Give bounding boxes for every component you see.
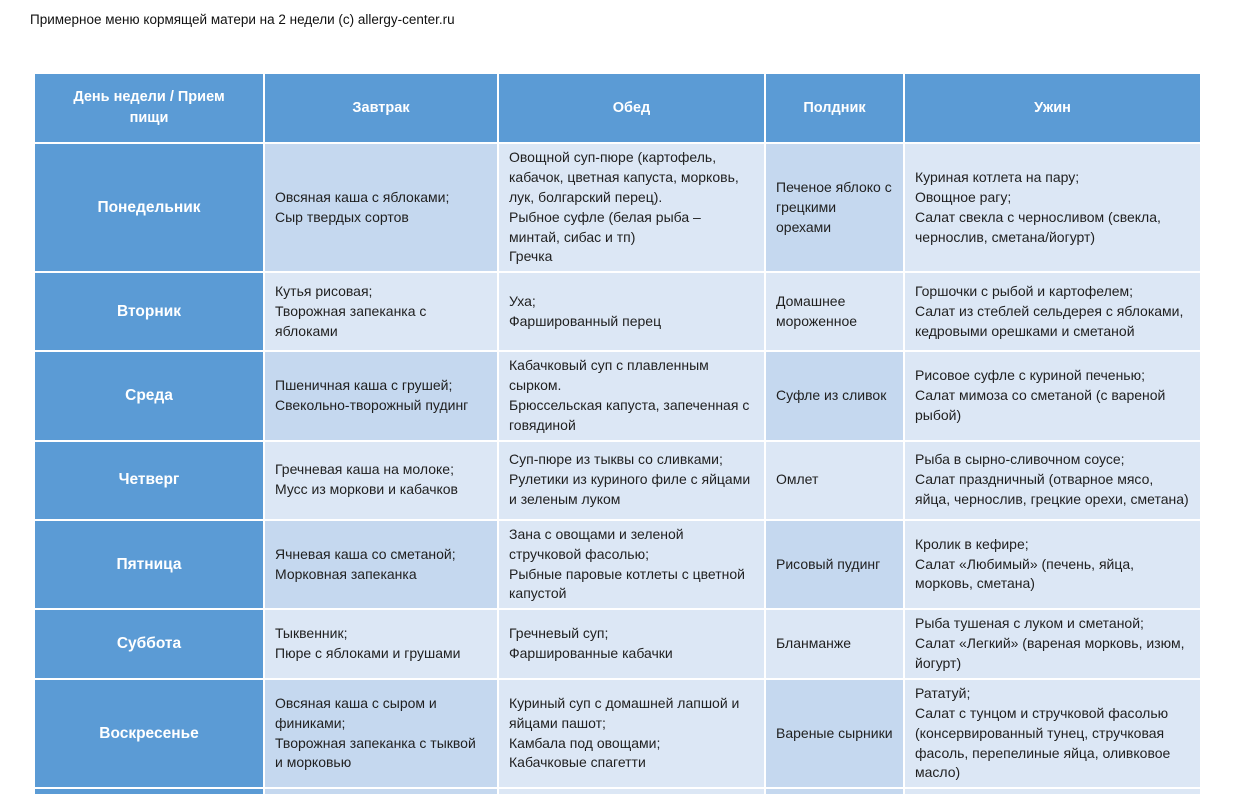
sunday-lunch-cell: Куриный суп с домашней лапшой и яйцами п…: [497, 677, 766, 790]
tuesday-breakfast-cell: Кутья рисовая; Творожная запеканка с ябл…: [263, 271, 499, 353]
header-dinner: Ужин: [903, 72, 1202, 144]
header-row: День недели / Прием пищи Завтрак Обед По…: [33, 72, 1202, 144]
partial-next-row: [33, 787, 1202, 797]
thursday-dinner-cell: Рыба в сырно-сливочном соусе; Салат праз…: [903, 439, 1202, 521]
saturday-breakfast-cell: Тыквенник; Пюре с яблоками и грушами: [263, 608, 499, 680]
header-day-meal: День недели / Прием пищи: [33, 72, 265, 144]
friday-lunch-cell: Зана с овощами и зеленой стручковой фасо…: [497, 518, 766, 611]
document-title: Примерное меню кормящей матери на 2 неде…: [30, 12, 455, 27]
tuesday-lunch-cell: Уха; Фаршированный перец: [497, 271, 766, 353]
partial-breakfast-cell: [263, 787, 499, 797]
monday-breakfast-cell: Овсяная каша с яблоками; Сыр твердых сор…: [263, 141, 499, 274]
friday-snack-cell: Рисовый пудинг: [764, 518, 905, 611]
sunday-snack-cell: Вареные сырники: [764, 677, 905, 790]
monday-lunch-cell: Овощной суп-пюре (картофель, кабачок, цв…: [497, 141, 766, 274]
thursday-snack-cell: Омлет: [764, 439, 905, 521]
header-breakfast: Завтрак: [263, 72, 499, 144]
saturday-day-cell: Суббота: [33, 608, 265, 680]
row-friday: Пятница Ячневая каша со сметаной; Морков…: [33, 518, 1202, 611]
monday-snack-cell: Печеное яблоко с грецкими орехами: [764, 141, 905, 274]
monday-dinner-cell: Куриная котлета на пару; Овощное рагу; С…: [903, 141, 1202, 274]
friday-dinner-cell: Кролик в кефире; Салат «Любимый» (печень…: [903, 518, 1202, 611]
tuesday-day-cell: Вторник: [33, 271, 265, 353]
tuesday-snack-cell: Домашнее мороженное: [764, 271, 905, 353]
partial-dinner-cell: [903, 787, 1202, 797]
wednesday-day-cell: Среда: [33, 350, 265, 442]
row-saturday: Суббота Тыквенник; Пюре с яблоками и гру…: [33, 608, 1202, 680]
header-lunch: Обед: [497, 72, 766, 144]
row-sunday: Воскресенье Овсяная каша с сыром и финик…: [33, 677, 1202, 790]
thursday-lunch-cell: Суп-пюре из тыквы со сливками; Рулетики …: [497, 439, 766, 521]
wednesday-breakfast-cell: Пшеничная каша с грушей; Свекольно-творо…: [263, 350, 499, 442]
header-snack: Полдник: [764, 72, 905, 144]
friday-day-cell: Пятница: [33, 518, 265, 611]
friday-breakfast-cell: Ячневая каша со сметаной; Морковная запе…: [263, 518, 499, 611]
sunday-day-cell: Воскресенье: [33, 677, 265, 790]
partial-lunch-cell: [497, 787, 766, 797]
row-wednesday: Среда Пшеничная каша с грушей; Свекольно…: [33, 350, 1202, 442]
partial-day-cell: [33, 787, 265, 797]
thursday-day-cell: Четверг: [33, 439, 265, 521]
row-tuesday: Вторник Кутья рисовая; Творожная запекан…: [33, 271, 1202, 353]
saturday-snack-cell: Бланманже: [764, 608, 905, 680]
saturday-dinner-cell: Рыба тушеная с луком и сметаной; Салат «…: [903, 608, 1202, 680]
saturday-lunch-cell: Гречневый суп; Фаршированные кабачки: [497, 608, 766, 680]
wednesday-dinner-cell: Рисовое суфле с куриной печенью; Салат м…: [903, 350, 1202, 442]
sunday-dinner-cell: Рататуй; Салат с тунцом и стручковой фас…: [903, 677, 1202, 790]
sunday-breakfast-cell: Овсяная каша с сыром и финиками; Творожн…: [263, 677, 499, 790]
thursday-breakfast-cell: Гречневая каша на молоке; Мусс из морков…: [263, 439, 499, 521]
row-monday: Понедельник Овсяная каша с яблоками; Сыр…: [33, 141, 1202, 274]
wednesday-lunch-cell: Кабачковый суп с плавленным сырком. Брюс…: [497, 350, 766, 442]
tuesday-dinner-cell: Горшочки с рыбой и картофелем; Салат из …: [903, 271, 1202, 353]
partial-snack-cell: [764, 787, 905, 797]
menu-table: День недели / Прием пищи Завтрак Обед По…: [33, 72, 1202, 797]
row-thursday: Четверг Гречневая каша на молоке; Мусс и…: [33, 439, 1202, 521]
wednesday-snack-cell: Суфле из сливок: [764, 350, 905, 442]
monday-day-cell: Понедельник: [33, 141, 265, 274]
